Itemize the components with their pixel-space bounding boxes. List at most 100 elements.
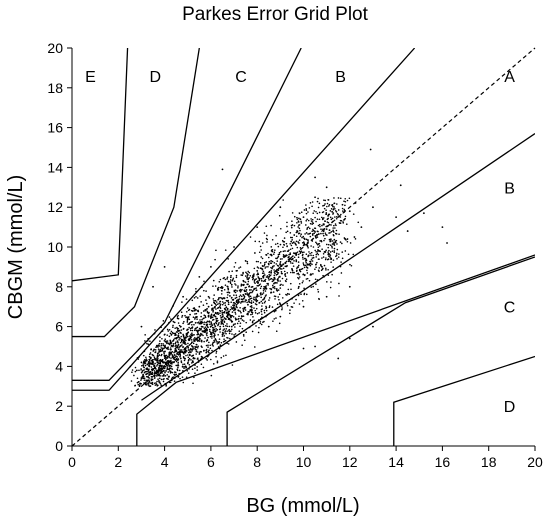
- data-point: [336, 212, 339, 215]
- data-point: [291, 269, 294, 271]
- data-point: [325, 269, 327, 271]
- data-point: [259, 267, 262, 269]
- data-point: [205, 357, 207, 360]
- data-point: [202, 310, 205, 312]
- data-point: [308, 263, 311, 265]
- data-point: [247, 303, 249, 306]
- data-point: [203, 289, 205, 292]
- data-point: [243, 289, 246, 292]
- data-point: [229, 282, 232, 284]
- data-point: [230, 316, 232, 319]
- data-point: [239, 306, 241, 309]
- data-point: [166, 334, 169, 336]
- data-point: [150, 379, 153, 382]
- data-point: [275, 234, 277, 237]
- data-point: [211, 342, 214, 345]
- data-point: [227, 317, 230, 320]
- data-point: [182, 370, 185, 373]
- data-point: [277, 269, 279, 271]
- data-point: [271, 306, 274, 308]
- data-point: [310, 258, 313, 261]
- data-point: [273, 274, 276, 277]
- data-point: [261, 313, 263, 316]
- data-point: [147, 343, 150, 345]
- data-point: [156, 356, 159, 359]
- data-point: [303, 251, 305, 253]
- data-point: [199, 334, 202, 337]
- data-point: [254, 240, 257, 243]
- data-point: [227, 280, 230, 283]
- data-point: [332, 220, 334, 223]
- data-point: [300, 293, 302, 296]
- data-point: [234, 261, 237, 264]
- data-point: [281, 258, 283, 260]
- data-point: [325, 225, 327, 228]
- data-point: [301, 236, 303, 239]
- data-point: [339, 219, 342, 222]
- x-tick-label: 2: [114, 454, 122, 470]
- data-point: [270, 260, 272, 262]
- data-point: [327, 258, 330, 260]
- data-point: [308, 279, 311, 282]
- data-point: [328, 205, 330, 207]
- data-point: [146, 342, 148, 345]
- data-point: [233, 266, 236, 268]
- data-point: [182, 336, 185, 338]
- data-point: [144, 340, 146, 342]
- data-point: [258, 284, 261, 286]
- data-point: [320, 269, 323, 272]
- data-point: [335, 217, 338, 220]
- data-point: [234, 323, 237, 325]
- data-point: [406, 230, 409, 232]
- data-point: [260, 249, 262, 251]
- data-point: [166, 365, 168, 367]
- data-point: [243, 339, 246, 342]
- data-point: [175, 355, 178, 358]
- data-point: [189, 338, 191, 340]
- data-point: [148, 355, 151, 358]
- data-point: [289, 260, 292, 263]
- data-point: [231, 308, 234, 310]
- data-point: [175, 350, 178, 353]
- zone-boundary-line: [226, 256, 535, 446]
- data-point: [286, 225, 288, 228]
- data-point: [296, 216, 298, 219]
- data-point: [267, 265, 269, 268]
- data-point: [261, 257, 264, 260]
- data-point: [227, 303, 230, 306]
- data-point: [197, 345, 199, 348]
- data-point: [237, 298, 239, 301]
- data-point: [156, 361, 159, 364]
- data-point: [226, 296, 229, 299]
- data-point: [306, 272, 309, 274]
- data-point: [175, 341, 177, 344]
- data-point: [317, 253, 320, 256]
- data-point: [276, 271, 279, 274]
- data-point: [341, 203, 344, 206]
- data-point: [244, 306, 247, 309]
- data-point: [194, 317, 196, 319]
- data-point: [203, 329, 206, 332]
- data-point: [212, 285, 214, 287]
- data-point: [290, 240, 292, 243]
- data-point: [136, 356, 139, 359]
- data-point: [175, 358, 177, 361]
- data-point: [218, 297, 220, 299]
- data-point: [253, 296, 255, 299]
- data-point: [230, 320, 233, 323]
- data-point: [317, 269, 320, 272]
- data-point: [191, 310, 194, 312]
- data-point: [209, 335, 212, 338]
- data-point: [330, 261, 332, 263]
- data-point: [191, 329, 194, 332]
- data-point: [159, 336, 161, 339]
- data-point: [193, 323, 195, 326]
- data-point: [312, 222, 315, 225]
- data-point: [315, 256, 318, 258]
- data-point: [308, 227, 311, 230]
- y-tick-label: 4: [55, 358, 63, 374]
- data-point: [337, 209, 340, 211]
- data-point: [173, 360, 176, 363]
- data-point: [307, 254, 310, 257]
- data-point: [279, 303, 282, 306]
